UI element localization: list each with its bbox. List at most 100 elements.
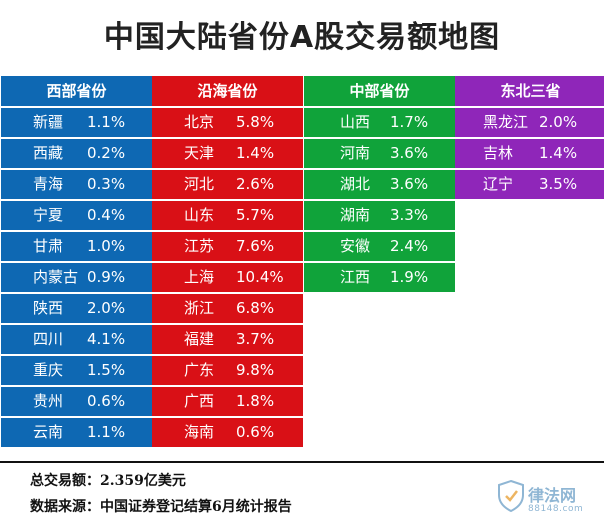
province-share: 0.6% bbox=[236, 423, 275, 441]
province-name: 内蒙古 bbox=[33, 268, 79, 286]
province-name: 陕西 bbox=[33, 299, 64, 317]
data-source-text: 数据来源：中国证券登记结算6月统计报告 bbox=[30, 499, 292, 515]
province-share: 3.6% bbox=[390, 175, 429, 193]
column-header-coast: 沿海省份 bbox=[152, 76, 303, 106]
province-cell: 四川 4.1% bbox=[1, 325, 152, 354]
province-share: 2.0% bbox=[87, 299, 126, 317]
province-cell: 宁夏 0.4% bbox=[1, 201, 152, 230]
province-share: 10.4% bbox=[236, 268, 284, 286]
province-name: 福建 bbox=[184, 330, 215, 348]
province-name: 湖北 bbox=[340, 175, 371, 193]
column-northeast: 东北三省 黑龙江 2.0% 吉林 1.4% 辽宁 3.5% bbox=[455, 76, 604, 201]
column-header-northeast: 东北三省 bbox=[455, 76, 604, 106]
province-cell: 安徽 2.4% bbox=[304, 232, 455, 261]
province-name: 黑龙江 bbox=[483, 113, 529, 131]
province-cell: 新疆 1.1% bbox=[1, 108, 152, 137]
page-title: 中国大陆省份A股交易额地图 bbox=[103, 20, 501, 55]
province-share: 3.5% bbox=[539, 175, 578, 193]
province-share: 9.8% bbox=[236, 361, 275, 379]
province-share: 7.6% bbox=[236, 237, 275, 255]
province-name: 安徽 bbox=[340, 237, 371, 255]
province-share: 1.1% bbox=[87, 423, 126, 441]
province-share: 1.8% bbox=[236, 392, 275, 410]
province-cell: 浙江 6.8% bbox=[152, 294, 303, 323]
rows-coast: 北京 5.8% 天津 1.4% 河北 2.6% 山东 5.7% 江苏 7.6% 上海 10.4% 浙江 6… bbox=[152, 108, 303, 447]
province-share: 5.8% bbox=[236, 113, 275, 131]
province-share: 0.9% bbox=[87, 268, 126, 286]
province-share: 1.7% bbox=[390, 113, 429, 131]
province-share: 1.4% bbox=[539, 144, 578, 162]
logo-name: 律法网 bbox=[528, 486, 577, 505]
province-cell: 江西 1.9% bbox=[304, 263, 455, 292]
province-cell: 上海 10.4% bbox=[152, 263, 303, 292]
province-name: 广西 bbox=[184, 392, 215, 410]
province-name: 湖南 bbox=[340, 206, 371, 224]
rows-northeast: 黑龙江 2.0% 吉林 1.4% 辽宁 3.5% bbox=[455, 108, 604, 199]
province-share: 1.5% bbox=[87, 361, 126, 379]
watermark-logo: 律法网 88148.com bbox=[498, 480, 602, 520]
rows-west: 新疆 1.1% 西藏 0.2% 青海 0.3% 宁夏 0.4% 甘肃 1.0% 内蒙古 0.9% 陕西 2… bbox=[1, 108, 152, 447]
province-name: 西藏 bbox=[33, 144, 64, 162]
province-cell: 海南 0.6% bbox=[152, 418, 303, 447]
province-cell: 云南 1.1% bbox=[1, 418, 152, 447]
province-name: 山西 bbox=[340, 113, 371, 131]
province-cell: 天津 1.4% bbox=[152, 139, 303, 168]
rows-central: 山西 1.7% 河南 3.6% 湖北 3.6% 湖南 3.3% 安徽 2.4% 江西 1.9% bbox=[304, 108, 455, 292]
province-share: 2.0% bbox=[539, 113, 578, 131]
province-cell: 重庆 1.5% bbox=[1, 356, 152, 385]
province-share: 4.1% bbox=[87, 330, 126, 348]
province-name: 重庆 bbox=[33, 361, 64, 379]
province-cell: 北京 5.8% bbox=[152, 108, 303, 137]
column-header-central: 中部省份 bbox=[304, 76, 455, 106]
province-name: 四川 bbox=[33, 330, 64, 348]
province-name: 广东 bbox=[184, 361, 215, 379]
province-share: 1.4% bbox=[236, 144, 275, 162]
province-cell: 广东 9.8% bbox=[152, 356, 303, 385]
province-name: 浙江 bbox=[184, 299, 215, 317]
total-volume-text: 总交易额：2.359亿美元 bbox=[30, 473, 186, 489]
province-cell: 湖北 3.6% bbox=[304, 170, 455, 199]
province-share: 6.8% bbox=[236, 299, 275, 317]
province-name: 北京 bbox=[184, 113, 215, 131]
province-name: 吉林 bbox=[483, 144, 514, 162]
province-name: 新疆 bbox=[33, 113, 64, 131]
province-cell: 黑龙江 2.0% bbox=[455, 108, 604, 137]
province-share: 1.1% bbox=[87, 113, 126, 131]
province-share: 5.7% bbox=[236, 206, 275, 224]
province-share: 0.6% bbox=[87, 392, 126, 410]
province-cell: 内蒙古 0.9% bbox=[1, 263, 152, 292]
province-name: 江苏 bbox=[184, 237, 215, 255]
province-cell: 甘肃 1.0% bbox=[1, 232, 152, 261]
shield-icon bbox=[498, 480, 524, 512]
province-name: 云南 bbox=[33, 423, 64, 441]
footer-divider bbox=[0, 461, 604, 463]
province-cell: 河北 2.6% bbox=[152, 170, 303, 199]
province-cell: 青海 0.3% bbox=[1, 170, 152, 199]
province-cell: 湖南 3.3% bbox=[304, 201, 455, 230]
province-share: 0.3% bbox=[87, 175, 126, 193]
province-cell: 山东 5.7% bbox=[152, 201, 303, 230]
province-share: 0.4% bbox=[87, 206, 126, 224]
column-west: 西部省份 新疆 1.1% 西藏 0.2% 青海 0.3% 宁夏 0.4% 甘肃 1.0% 内蒙古 0.… bbox=[1, 76, 152, 449]
province-cell: 山西 1.7% bbox=[304, 108, 455, 137]
province-share: 3.3% bbox=[390, 206, 429, 224]
province-cell: 吉林 1.4% bbox=[455, 139, 604, 168]
province-share: 2.6% bbox=[236, 175, 275, 193]
province-share: 3.6% bbox=[390, 144, 429, 162]
province-name: 河南 bbox=[340, 144, 371, 162]
province-name: 江西 bbox=[340, 268, 371, 286]
column-header-west: 西部省份 bbox=[1, 76, 152, 106]
province-cell: 贵州 0.6% bbox=[1, 387, 152, 416]
province-share: 0.2% bbox=[87, 144, 126, 162]
province-cell: 辽宁 3.5% bbox=[455, 170, 604, 199]
column-central: 中部省份 山西 1.7% 河南 3.6% 湖北 3.6% 湖南 3.3% 安徽 2.4% 江西 1.9… bbox=[304, 76, 455, 294]
province-name: 山东 bbox=[184, 206, 215, 224]
province-share: 2.4% bbox=[390, 237, 429, 255]
province-name: 贵州 bbox=[33, 392, 64, 410]
province-cell: 福建 3.7% bbox=[152, 325, 303, 354]
province-share: 1.9% bbox=[390, 268, 429, 286]
province-name: 上海 bbox=[184, 268, 215, 286]
province-cell: 广西 1.8% bbox=[152, 387, 303, 416]
province-cell: 河南 3.6% bbox=[304, 139, 455, 168]
province-name: 辽宁 bbox=[483, 175, 514, 193]
